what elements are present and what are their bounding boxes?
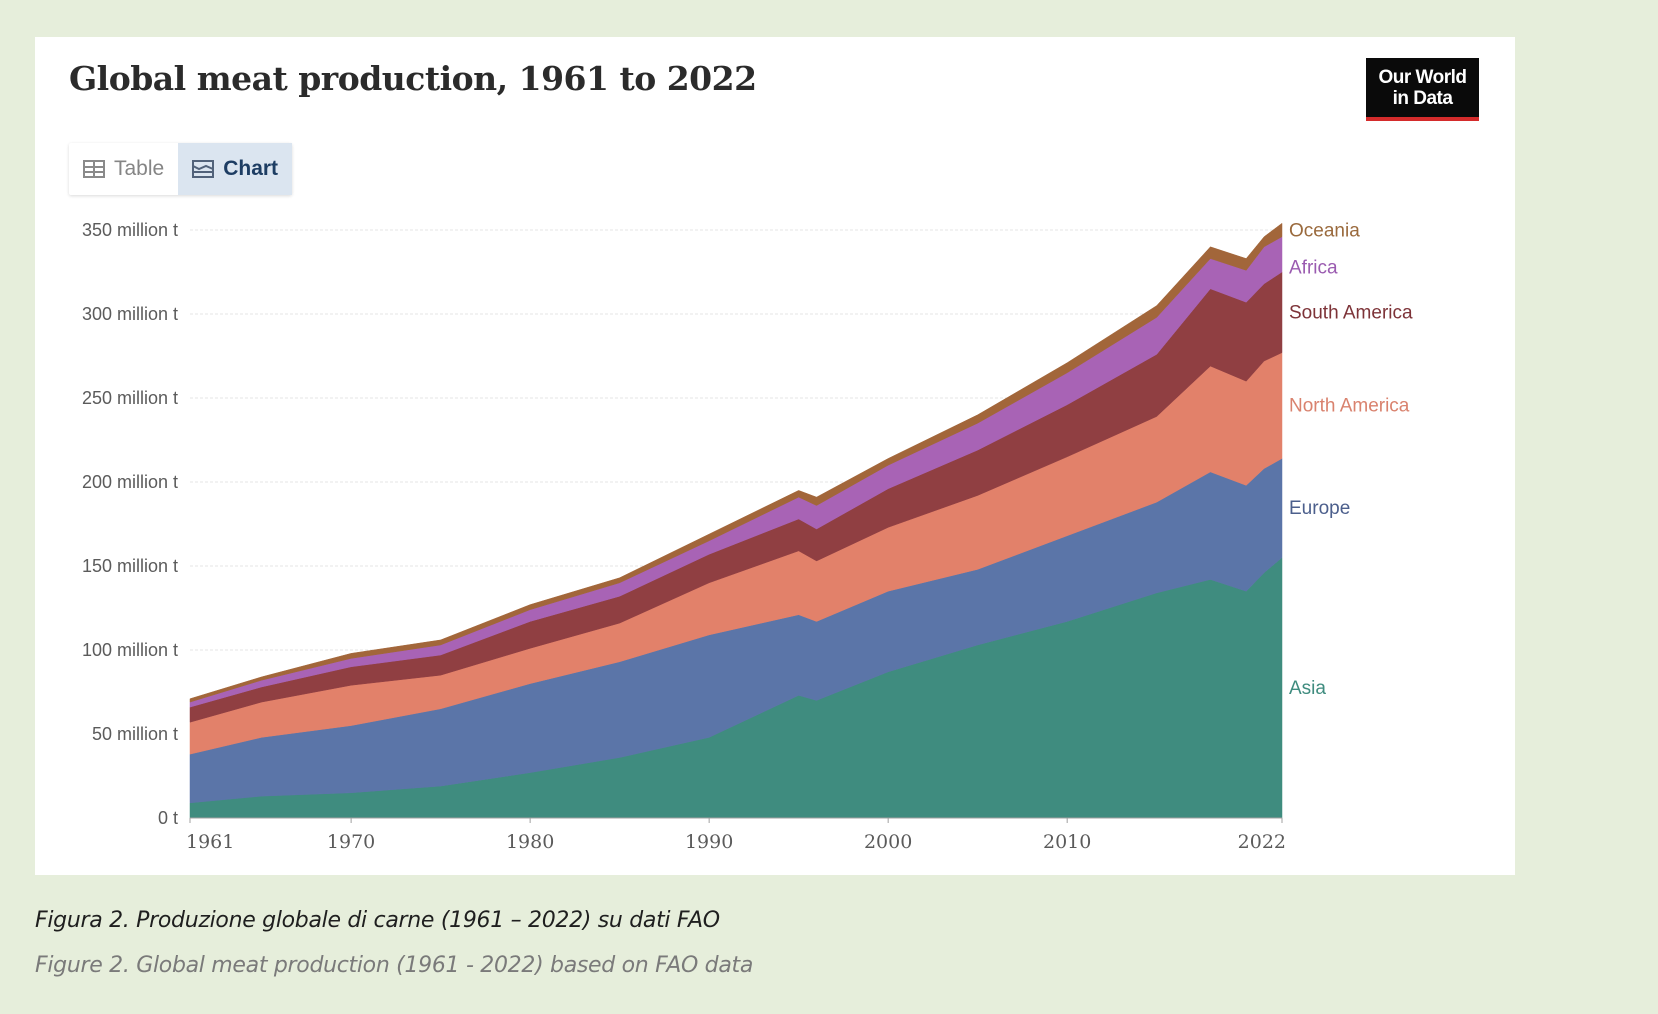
chart-card: Global meat production, 1961 to 2022 Our…: [35, 37, 1515, 875]
y-tick-label: 0 t: [158, 808, 178, 828]
y-tick-label: 100 million t: [82, 640, 178, 660]
caption-english: Figure 2. Global meat production (1961 -…: [35, 953, 754, 978]
area-oceania[interactable]: [189, 222, 1283, 703]
stacked-area-chart: 0 t 50 million t 100 million t 150 million …: [82, 220, 1413, 853]
x-tick-label: 1970: [327, 831, 375, 853]
x-tick-label: 1961: [186, 831, 234, 853]
x-tick-label: 2022: [1238, 831, 1286, 853]
chart-icon: [192, 160, 215, 178]
table-icon: [83, 160, 105, 178]
chart-title: Global meat production, 1961 to 2022: [69, 59, 757, 98]
table-tab[interactable]: Table: [69, 143, 178, 195]
series-label-africa: Africa: [1289, 258, 1338, 279]
y-tick-label: 350 million t: [82, 220, 178, 240]
table-tab-label: Table: [114, 157, 165, 180]
chart-tab-label: Chart: [223, 157, 279, 180]
x-tick-label: 2000: [864, 831, 912, 853]
view-toggle: Table Chart: [69, 143, 293, 195]
x-tick-label: 1990: [685, 831, 733, 853]
series-labels: Asia Europe North America South America Afri…: [1289, 220, 1413, 699]
series-label-south-america: South America: [1289, 302, 1413, 323]
logo-line-1: Our World: [1378, 67, 1467, 88]
y-tick-label: 200 million t: [82, 472, 178, 492]
area-series: [189, 222, 1283, 819]
chart-tab[interactable]: Chart: [178, 143, 293, 195]
x-axis: 1961 1970 1980 1990 2000 2010 2022: [186, 817, 1286, 853]
caption-italian: Figura 2. Produzione globale di carne (1…: [35, 908, 720, 933]
series-label-asia: Asia: [1289, 678, 1326, 699]
x-tick-label: 1980: [506, 831, 554, 853]
y-tick-label: 50 million t: [92, 724, 178, 744]
owid-logo[interactable]: Our World in Data: [1366, 58, 1479, 121]
logo-line-2: in Data: [1392, 88, 1453, 109]
x-tick-label: 2010: [1043, 831, 1091, 853]
y-axis: 0 t 50 million t 100 million t 150 million …: [82, 220, 178, 828]
series-label-oceania: Oceania: [1289, 220, 1360, 241]
y-tick-label: 150 million t: [82, 556, 178, 576]
y-tick-label: 300 million t: [82, 304, 178, 324]
series-label-north-america: North America: [1289, 396, 1410, 417]
series-label-europe: Europe: [1289, 498, 1350, 519]
y-tick-label: 250 million t: [82, 388, 178, 408]
